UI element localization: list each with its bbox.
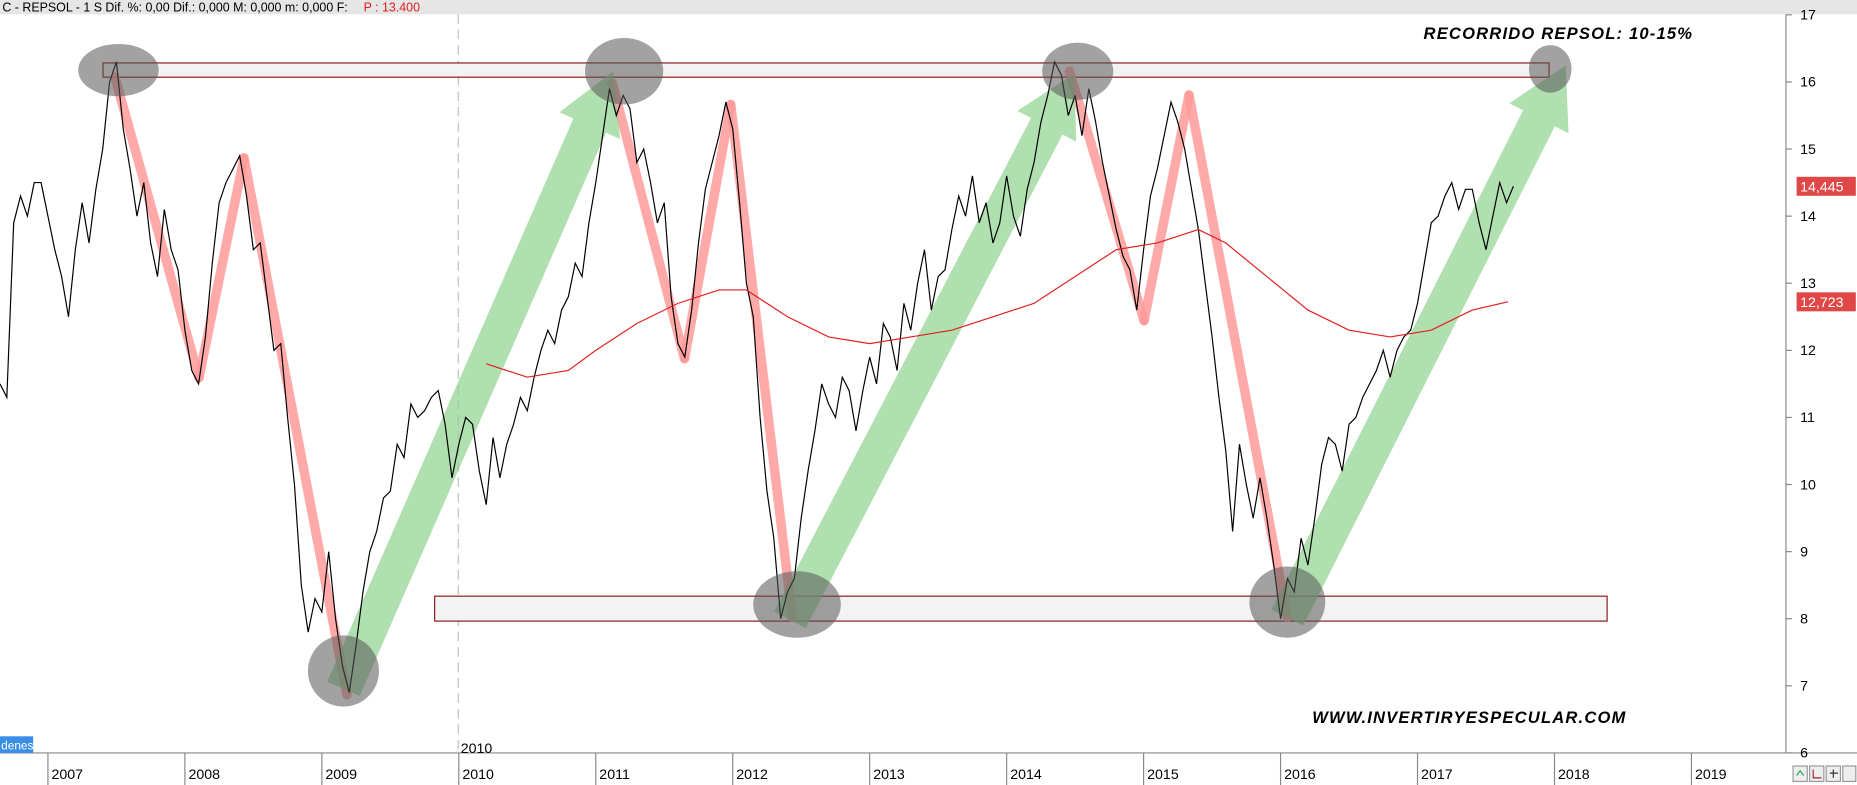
tool-button[interactable] (1792, 765, 1808, 783)
last-value-label: 14,445 (1800, 180, 1844, 196)
price-line (486, 228, 1509, 378)
chart-title: RECORRIDO REPSOL: 10-15% (1424, 24, 1694, 43)
watermark: WWW.INVERTIRYESPECULAR.COM (1312, 708, 1626, 727)
x-tick-label: 2016 (1284, 767, 1316, 783)
tool-icon (1796, 769, 1805, 776)
trend-up-arrow (327, 71, 621, 696)
trend-down-stroke (1139, 90, 1194, 326)
price-line (0, 60, 1514, 693)
x-tick-label: 2011 (599, 767, 630, 783)
highlight-circle (753, 571, 841, 638)
trend-down-stroke (194, 153, 249, 383)
y-tick-label: 8 (1800, 611, 1808, 627)
highlight-circle (1528, 45, 1572, 93)
y-tick-label: 14 (1800, 209, 1816, 225)
x-tick-label: 2009 (325, 767, 357, 783)
y-tick-label: 13 (1800, 276, 1816, 292)
trend-up-arrow (1271, 65, 1569, 626)
last-value-label: 12,723 (1800, 295, 1844, 311)
tool-button[interactable] (1842, 765, 1857, 783)
annotations-over (78, 38, 1572, 707)
support-box (434, 595, 1608, 622)
last-value-flag (1796, 292, 1856, 312)
divider-label: 2010 (461, 741, 493, 757)
x-tick-label: 2012 (736, 767, 768, 783)
highlight-circle (1249, 566, 1326, 638)
y-tick-label: 10 (1800, 477, 1816, 493)
header-bar (0, 0, 1857, 15)
trend-up-arrow (774, 73, 1077, 629)
y-tick-label: 16 (1800, 75, 1816, 91)
y-tick-label: 15 (1800, 142, 1816, 158)
highlight-circle (1042, 42, 1114, 100)
x-tick-label: 2014 (1010, 767, 1042, 783)
last-value-flag (1796, 176, 1856, 196)
tab[interactable] (0, 736, 34, 753)
plot-area (0, 60, 1514, 693)
header-price: P : 13.400 (364, 0, 420, 14)
highlight-circle (585, 38, 664, 105)
annotations (110, 65, 1569, 700)
x-tick-label: 2015 (1147, 767, 1179, 783)
tool-icon (1812, 769, 1822, 779)
y-tick-label: 11 (1800, 410, 1815, 426)
tool-button[interactable] (1809, 765, 1825, 783)
trend-down-stroke (607, 78, 690, 364)
y-tick-label: 17 (1800, 8, 1816, 24)
trend-down-stroke (679, 99, 736, 364)
header-text: C - REPSOL - 1 S Dif. %: 0,00 Dif.: 0,00… (2, 0, 347, 14)
y-tick-label: 6 (1800, 746, 1808, 762)
x-tick-label: 2013 (873, 767, 905, 783)
x-tick-label: 2007 (51, 767, 83, 783)
trend-down-stroke (1184, 90, 1293, 623)
x-tick-label: 2019 (1695, 767, 1727, 783)
x-tick-label: 2018 (1558, 767, 1590, 783)
y-tick-label: 12 (1800, 343, 1816, 359)
y-tick-label: 9 (1800, 544, 1808, 560)
y-tick-label: 7 (1800, 679, 1808, 695)
trend-down-stroke (725, 99, 798, 623)
x-tick-label: 2008 (188, 767, 220, 783)
tab-label[interactable]: denes (1, 738, 33, 752)
highlight-circle (307, 635, 379, 707)
tool-icon (1829, 769, 1839, 778)
highlight-circle (78, 43, 159, 97)
x-tick-label: 2017 (1421, 767, 1453, 783)
resistance-box (102, 62, 1550, 78)
x-tick-label: 2010 (462, 767, 494, 783)
toolbar (1792, 765, 1857, 783)
